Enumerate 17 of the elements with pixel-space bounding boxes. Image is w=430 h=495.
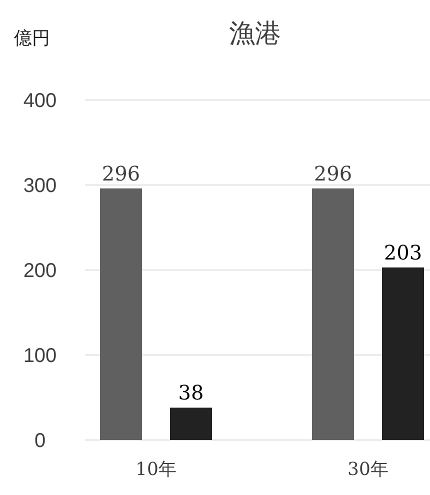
bar [312, 188, 354, 440]
bar [382, 267, 424, 440]
bar [170, 408, 212, 440]
data-label: 296 [314, 161, 352, 186]
data-label: 38 [178, 380, 204, 405]
y-tick-label: 300 [23, 175, 57, 197]
bar [100, 188, 142, 440]
y-axis-title: 億円 [14, 28, 50, 49]
y-tick-label: 0 [34, 430, 46, 452]
chart-title: 漁港 [229, 19, 281, 49]
data-label: 296 [102, 161, 140, 186]
x-tick-label: 30年 [348, 459, 388, 480]
y-tick-label: 100 [23, 345, 57, 367]
x-tick-label: 10年 [136, 459, 176, 480]
y-tick-label: 200 [23, 260, 57, 282]
data-label: 203 [384, 240, 422, 264]
y-tick-label: 400 [23, 90, 57, 112]
